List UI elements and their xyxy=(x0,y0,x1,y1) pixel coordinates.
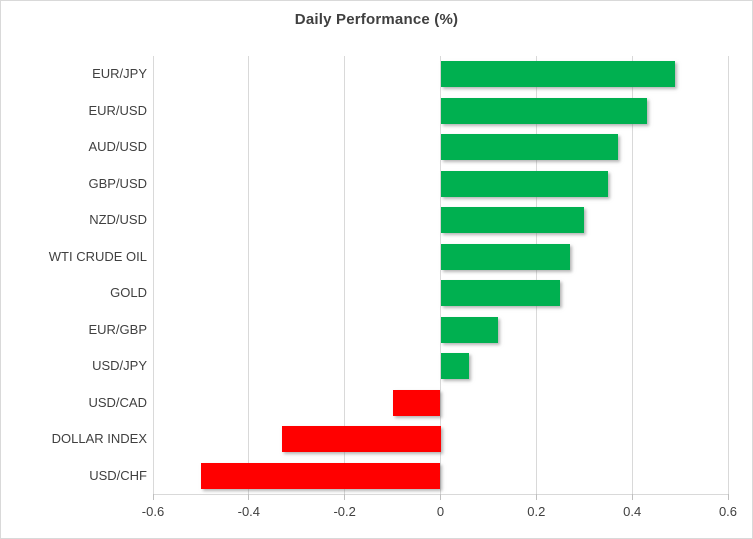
category-label: DOLLAR INDEX xyxy=(51,431,147,447)
gridline xyxy=(727,56,729,494)
gridline xyxy=(248,56,250,494)
bar-nzd-usd xyxy=(440,207,585,234)
bar-usd-cad xyxy=(392,389,441,416)
plot-area xyxy=(152,56,729,494)
x-axis-tick xyxy=(248,494,250,500)
category-label: USD/JPY xyxy=(92,358,147,374)
x-axis-line xyxy=(153,494,729,495)
gridline xyxy=(344,56,346,494)
gridline xyxy=(535,56,537,494)
category-label: EUR/JPY xyxy=(92,66,147,82)
x-axis-tick xyxy=(152,494,154,500)
x-axis-tick-label: 0 xyxy=(436,504,445,519)
bar-dollar-index xyxy=(282,426,441,453)
category-label: GBP/USD xyxy=(88,175,147,191)
x-axis-tick-label: 0.6 xyxy=(718,504,738,519)
bar-usd-jpy xyxy=(440,353,470,380)
category-label: USD/CHF xyxy=(89,467,147,483)
bar-gbp-usd xyxy=(440,170,609,197)
x-axis-tick-label: -0.2 xyxy=(333,504,356,519)
x-axis-tick-label: 0.2 xyxy=(527,504,546,519)
x-axis-tick-label: -0.4 xyxy=(237,504,261,519)
x-axis-tick xyxy=(344,494,346,500)
category-label: EUR/USD xyxy=(88,102,147,118)
category-label: GOLD xyxy=(110,285,147,301)
x-axis-tick-label: 0.4 xyxy=(623,504,642,519)
x-axis-tick xyxy=(440,494,441,500)
chart-title: Daily Performance (%) xyxy=(294,11,459,28)
category-label: NZD/USD xyxy=(89,212,147,228)
x-axis-tick xyxy=(631,494,633,500)
category-label: AUD/USD xyxy=(88,139,147,155)
gridline xyxy=(631,56,633,494)
bar-eur-jpy xyxy=(440,61,676,88)
x-axis-tick xyxy=(727,494,729,500)
x-axis-tick xyxy=(535,494,537,500)
bar-eur-gbp xyxy=(440,316,498,343)
bar-aud-usd xyxy=(440,134,618,161)
bar-eur-usd xyxy=(440,97,647,124)
bar-wti-crude-oil xyxy=(440,243,570,270)
gridline xyxy=(152,56,154,494)
category-label: EUR/GBP xyxy=(88,321,147,337)
bar-usd-chf xyxy=(200,462,441,489)
x-axis-tick-label: -0.6 xyxy=(141,504,165,519)
category-label: WTI CRUDE OIL xyxy=(48,248,147,264)
gridline xyxy=(440,56,441,494)
bar-gold xyxy=(440,280,561,307)
category-label: USD/CAD xyxy=(88,394,147,410)
